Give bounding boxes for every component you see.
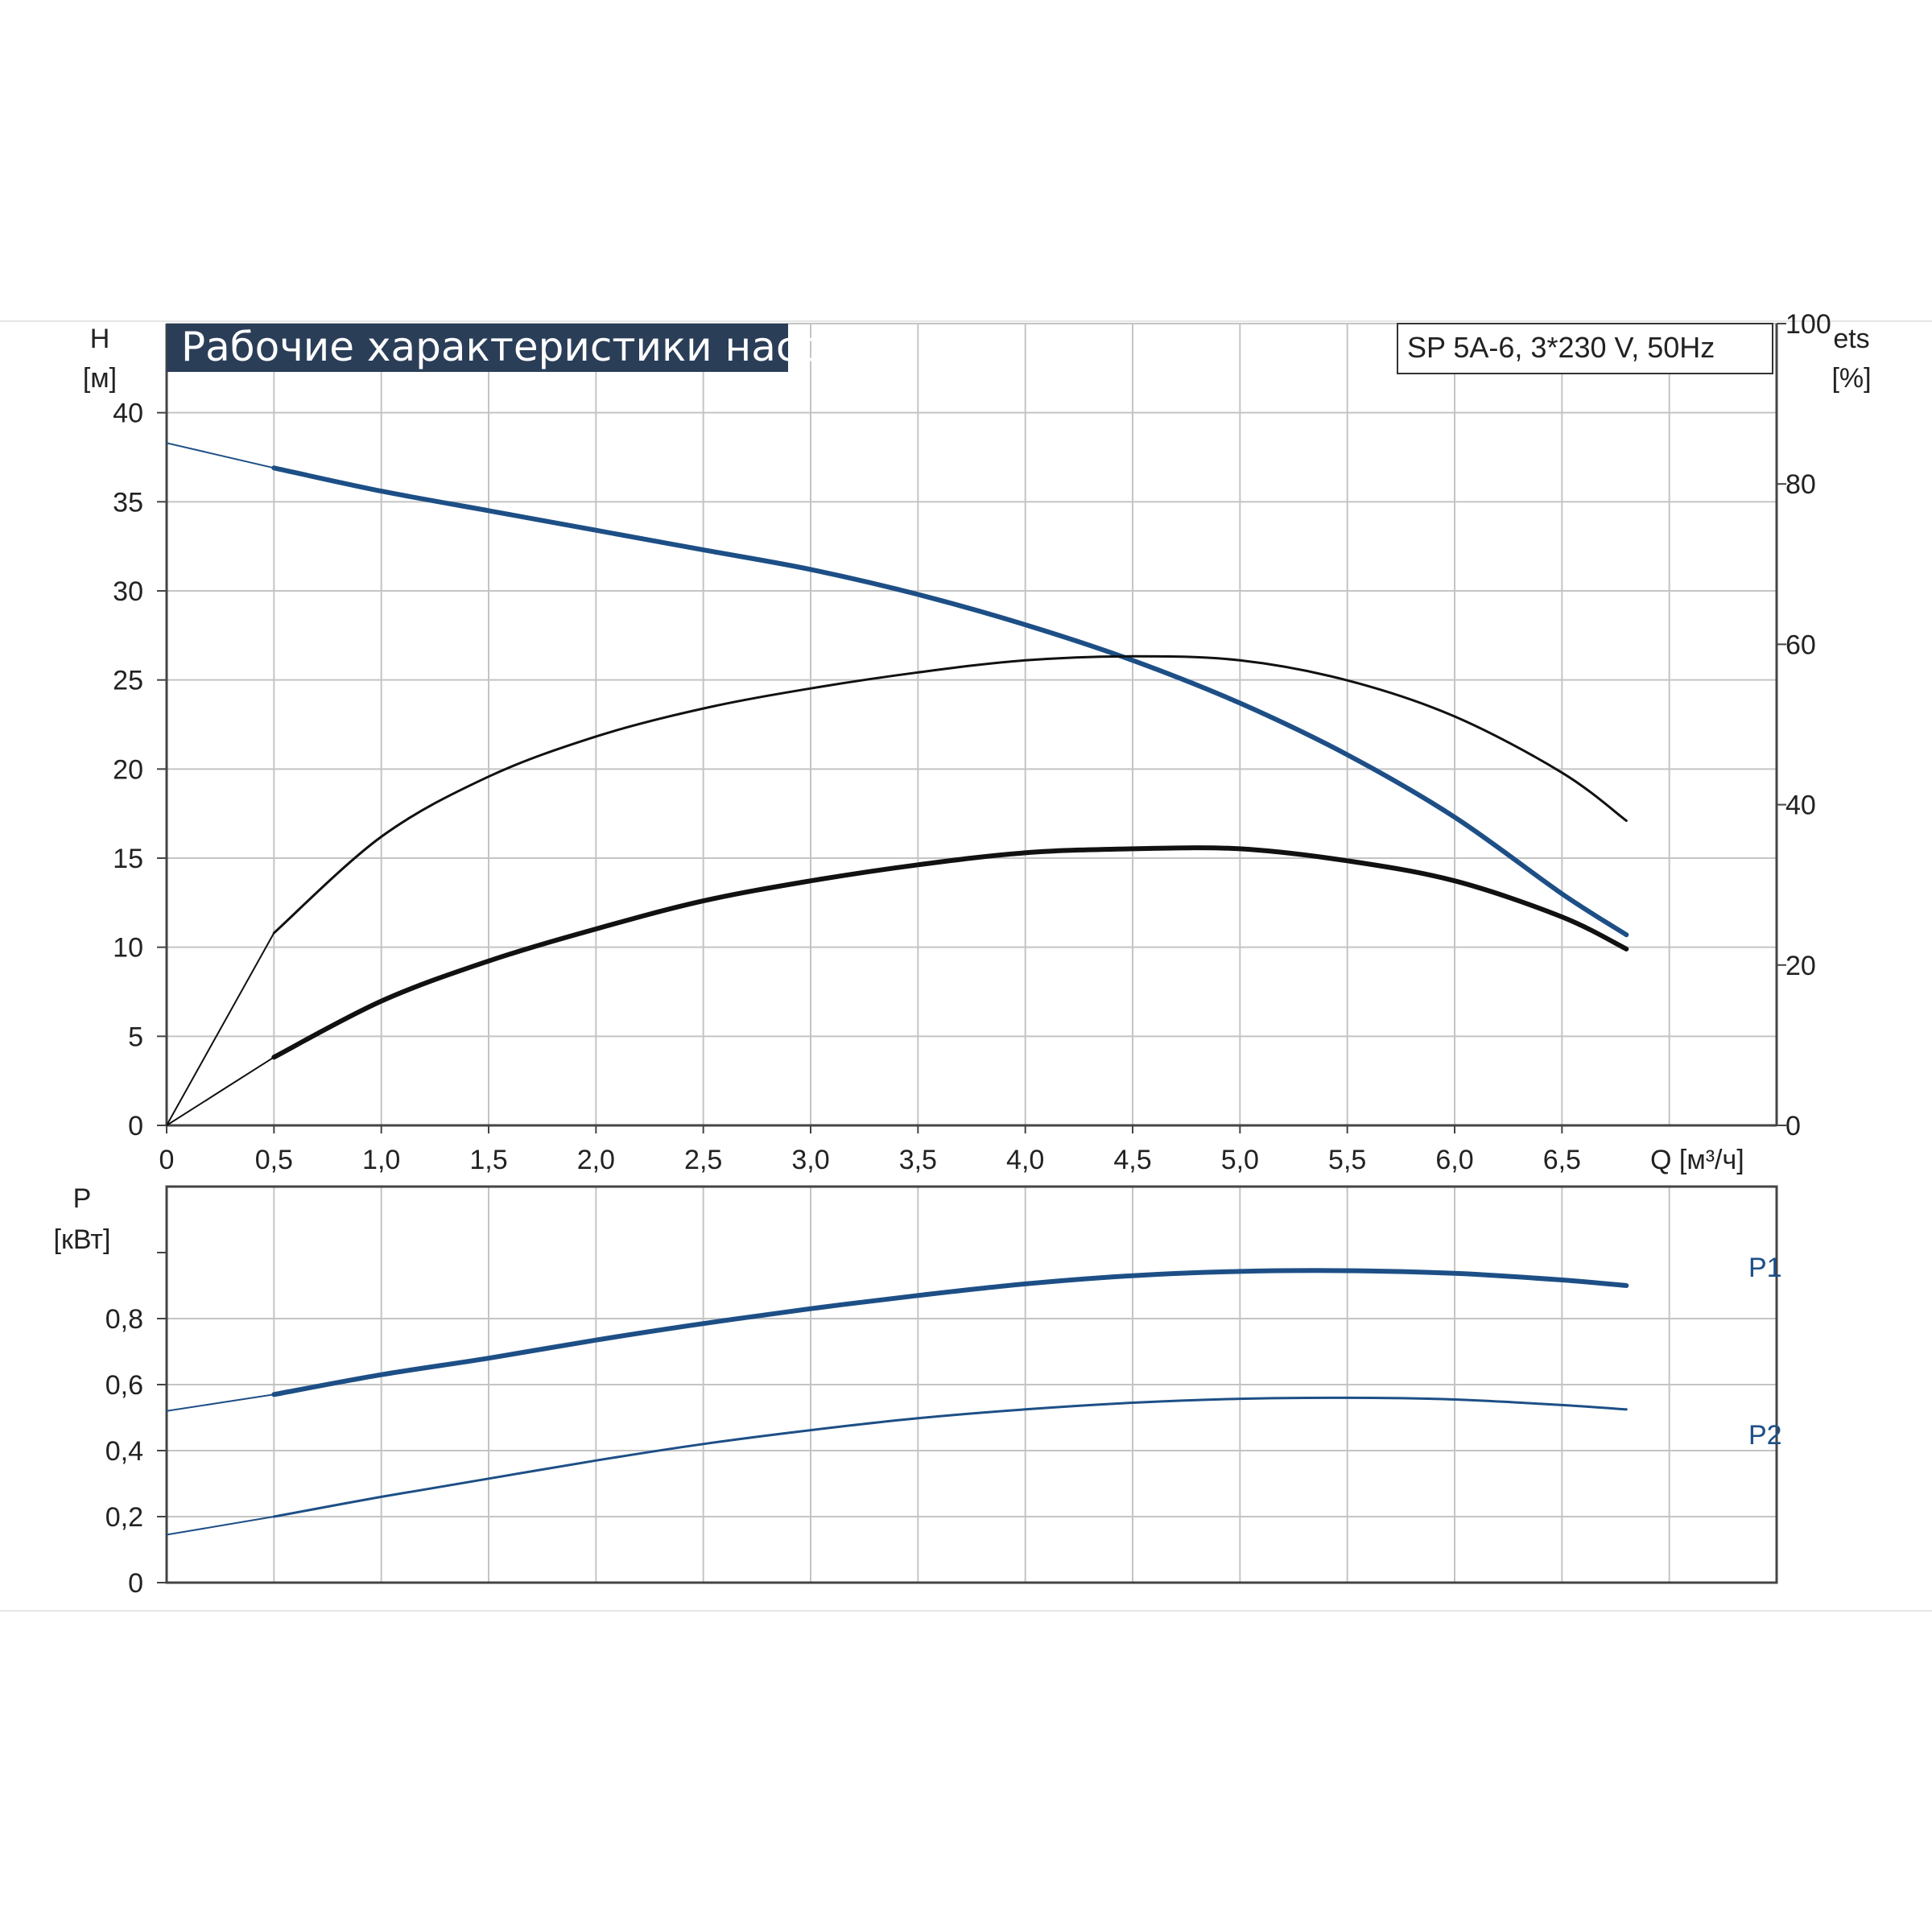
power-tick-label: 0,6 [105,1370,143,1401]
x-tick-label: 5,5 [1328,1145,1366,1175]
series-label-p1: P1 [1748,1253,1782,1283]
y-left-tick-label: 10 [113,933,143,964]
y-left-label-line1: H [90,324,110,354]
model-label-frame [1397,323,1773,374]
y-right-tick-label: 40 [1785,791,1816,821]
x-tick-label: 2,0 [577,1145,615,1175]
chart-title-banner: Рабочие характеристики насоса [167,324,869,372]
total-efficiency-curve [271,845,1629,1060]
y-left-tick-label: 15 [113,844,143,874]
p1-curve [271,1268,1629,1397]
y-left-tick-label: 5 [128,1022,143,1052]
p2-curve [272,1396,1628,1518]
y-right-tick-label: 20 [1785,951,1816,981]
model-label: SP 5A-6, 3*230 V, 50Hz [1407,331,1715,364]
lower-series-group [166,1268,1629,1536]
y-right-tick-label: 100 [1785,309,1831,340]
head-efficiency-chart: 0 5 10 15 20 25 30 35 40 0 20 40 60 80 100 0 0,5 1,0 1,5 2,… [83,309,1872,1175]
y-left-tick-label: 40 [113,398,143,429]
total-efficiency-curve-extrapolated [166,1056,275,1126]
power-tick-label: 0 [128,1568,143,1599]
y-left-tick-label: 30 [113,576,143,607]
y-left-tick-label: 20 [113,754,143,785]
lower-plot-frame [157,1185,1778,1584]
y-right-tick-label: 0 [1785,1111,1801,1141]
x-tick-label: 6,0 [1435,1145,1473,1175]
x-axis-label: Q [м³/ч] [1650,1145,1744,1175]
x-tick-label: 4,5 [1113,1145,1151,1175]
x-tick-label: 5,0 [1221,1145,1259,1175]
power-tick-label: 0,2 [105,1502,143,1533]
y-right-tick-label: 80 [1785,469,1816,500]
upper-series-group [166,442,1629,1126]
y-right-label-line1: ets [1833,324,1869,354]
y-right-label-line2: [%] [1831,363,1871,394]
upper-tick-labels: 0 5 10 15 20 25 30 35 40 0 20 40 60 80 100 0 0,5 1,0 1,5 2,… [113,309,1831,1175]
x-tick-label: 3,5 [899,1145,937,1175]
y-left-tick-label: 25 [113,666,143,696]
head-curve-extrapolated [166,442,275,469]
power-axis-label-line2: [кВт] [54,1224,111,1255]
lower-grid [167,1187,1777,1583]
y-left-tick-label: 35 [113,487,143,518]
power-axis-label-line1: P [73,1183,92,1214]
x-tick-label: 3,0 [791,1145,829,1175]
power-tick-label: 0,8 [105,1304,143,1335]
pump-efficiency-curve-extrapolated [166,932,275,1126]
power-chart: 0 0,2 0,4 0,6 0,8 P [кВт] P1 P2 [54,1183,1782,1599]
chart-title-background [167,324,788,372]
upper-grid [166,323,1777,1125]
series-label-p2: P2 [1748,1420,1782,1451]
x-tick-label: 4,0 [1006,1145,1044,1175]
head-curve [271,465,1629,938]
model-label-box: SP 5A-6, 3*230 V, 50Hz [1397,323,1773,374]
lower-tick-labels: 0 0,2 0,4 0,6 0,8 [105,1304,143,1599]
x-tick-label: 1,0 [362,1145,400,1175]
x-tick-label: 1,5 [469,1145,507,1175]
x-tick-label: 6,5 [1543,1145,1581,1175]
x-tick-label: 0 [159,1145,175,1175]
chart-title: Рабочие характеристики насоса [181,324,869,370]
y-left-tick-label: 0 [128,1111,143,1141]
x-tick-label: 2,5 [684,1145,722,1175]
power-tick-label: 0,4 [105,1436,143,1467]
p1-curve-extrapolated [166,1393,275,1412]
y-right-tick-label: 60 [1785,630,1816,660]
y-left-label-line2: [м] [83,363,117,394]
upper-plot-frame [157,323,1786,1133]
p2-curve-extrapolated [166,1516,275,1536]
pump-efficiency-curve [272,654,1628,935]
x-tick-label: 0,5 [255,1145,293,1175]
